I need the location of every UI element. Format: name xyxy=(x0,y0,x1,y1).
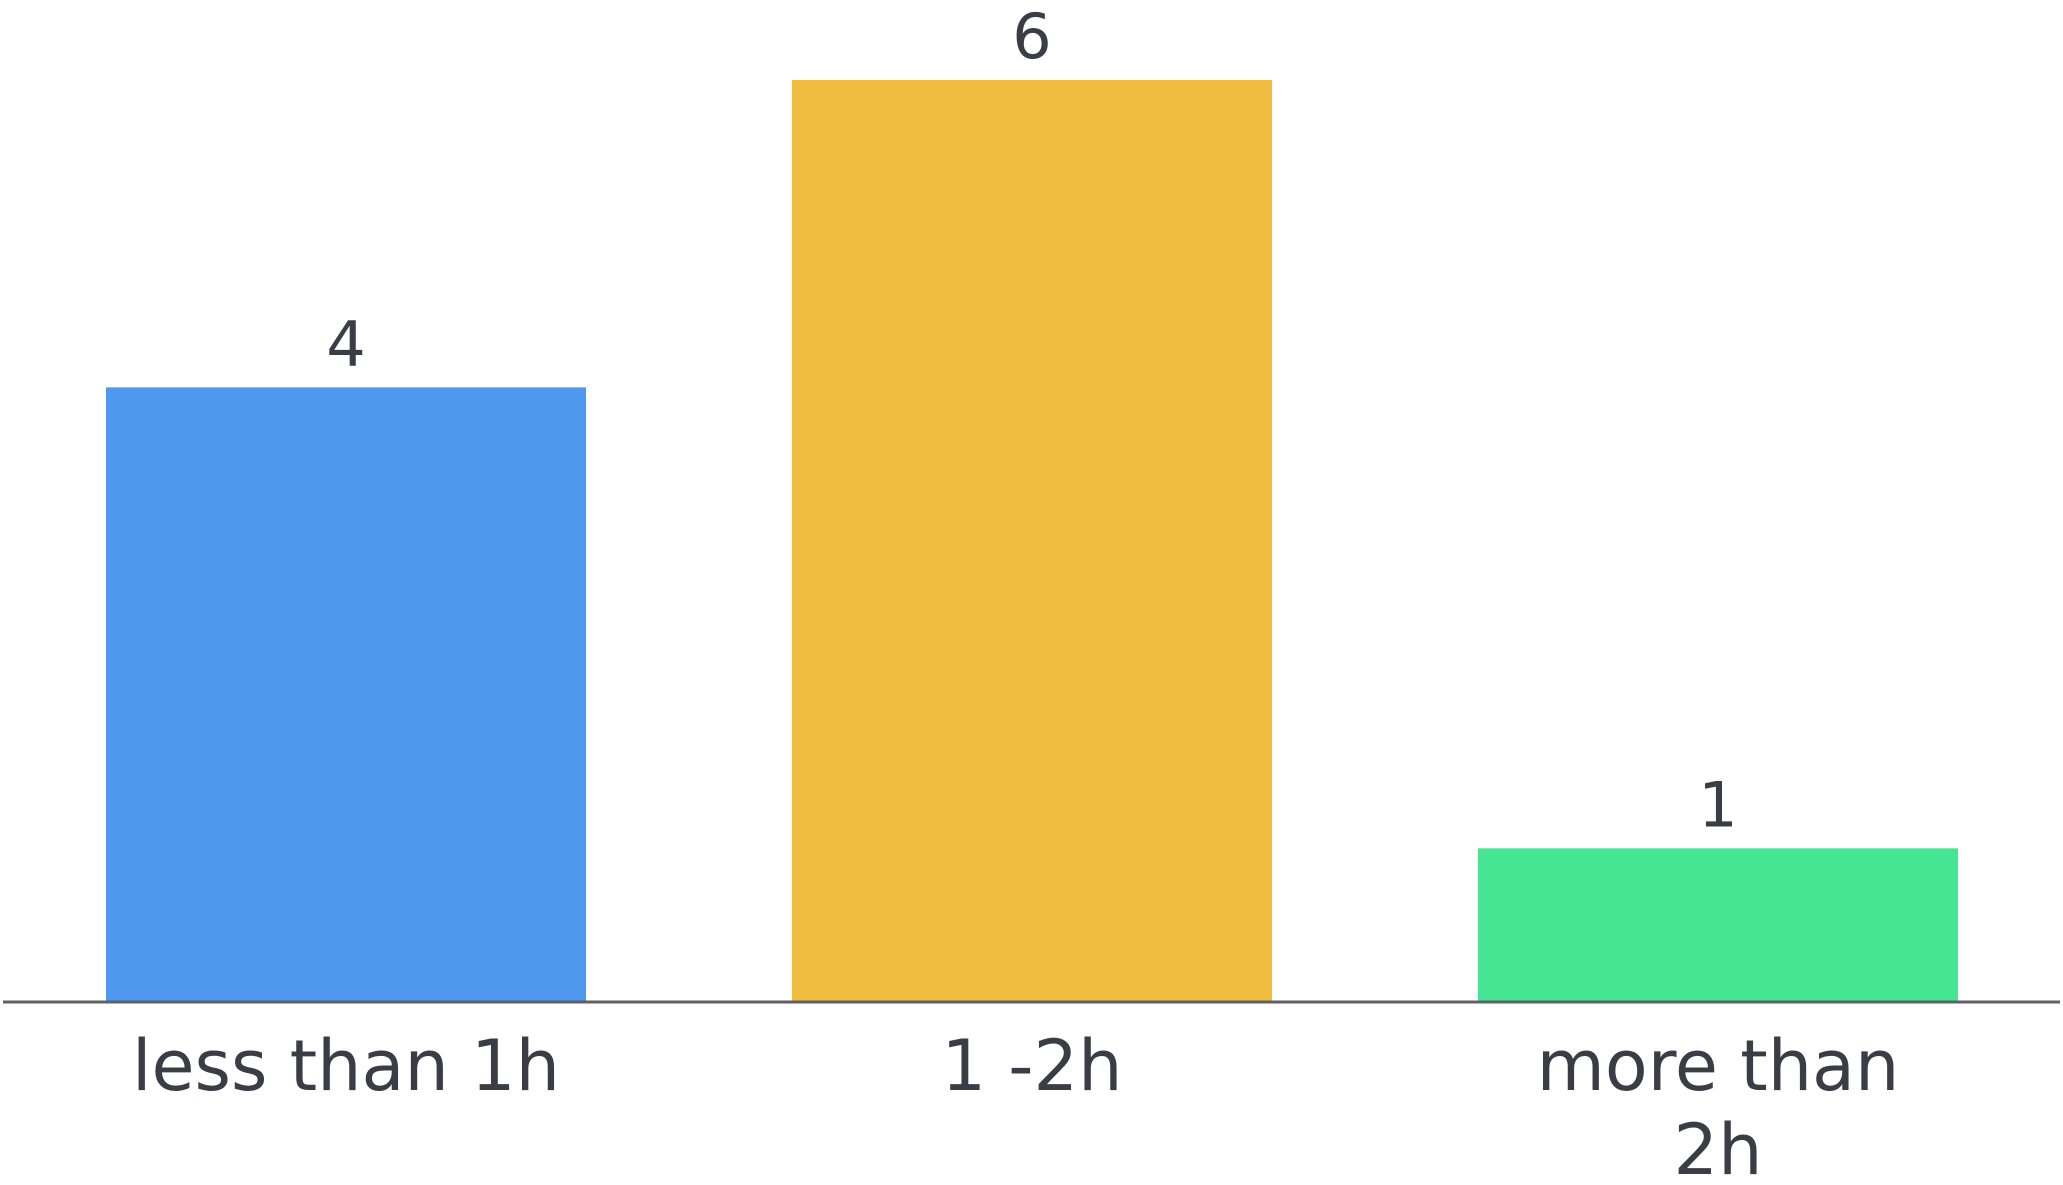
value-labels-group: 4 6 1 xyxy=(326,0,1737,841)
category-label-1: 1 -2h xyxy=(942,1025,1123,1107)
category-label-1-line-0: 1 -2h xyxy=(942,1025,1123,1107)
category-label-0-line-0: less than 1h xyxy=(132,1025,560,1107)
bar-2 xyxy=(1478,848,1958,1002)
category-label-0: less than 1h xyxy=(132,1025,560,1107)
bar-0 xyxy=(106,387,586,1002)
value-label-0: 4 xyxy=(326,307,365,380)
category-label-2: more than 2h xyxy=(1537,1025,1900,1185)
category-labels-group: less than 1h 1 -2h more than 2h xyxy=(132,1025,1899,1185)
value-label-1: 6 xyxy=(1012,0,1051,73)
category-label-2-line-1: 2h xyxy=(1674,1109,1763,1185)
bar-1 xyxy=(792,80,1272,1002)
category-label-2-line-0: more than xyxy=(1537,1025,1900,1107)
bars-group xyxy=(106,80,1958,1002)
value-label-2: 1 xyxy=(1698,768,1737,841)
